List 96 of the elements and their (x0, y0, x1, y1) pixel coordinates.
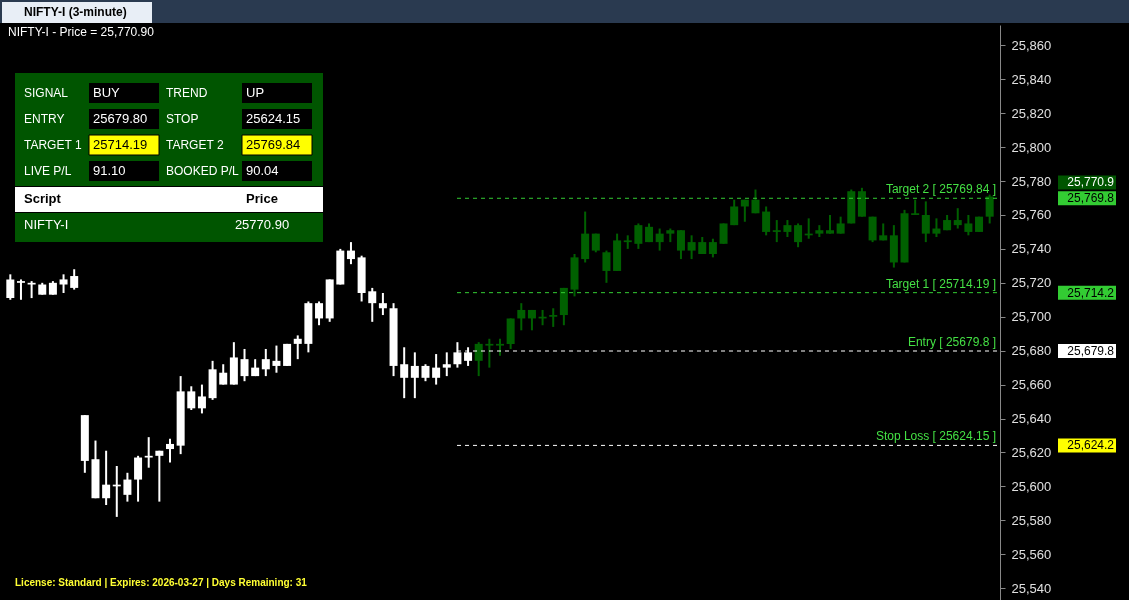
annotation: 25624.15 (246, 111, 301, 126)
y-tick-label: 25,580 (1011, 512, 1052, 528)
y-tick-label: 25,640 (1011, 411, 1052, 427)
annotation: LIVE P/L (24, 164, 72, 178)
annotation: TARGET 2 (166, 138, 224, 152)
annotation: SIGNAL (24, 86, 69, 100)
text: 25,769.8 (1067, 191, 1115, 206)
candlestick (687, 234, 696, 261)
candlestick (315, 300, 324, 327)
candlestick (932, 217, 941, 239)
y-tick-label: 25,680 (1011, 343, 1052, 359)
text: 25,624.2 (1067, 438, 1115, 453)
y-tick-label: 25,780 (1011, 173, 1052, 189)
candlestick (6, 273, 15, 301)
candlestick (368, 286, 377, 323)
candlestick (634, 222, 643, 250)
candlestick (921, 200, 930, 244)
annotation: BOOKED P/L (166, 164, 240, 178)
candlestick (187, 385, 196, 412)
candlestick (155, 449, 164, 503)
annotation: UP (246, 85, 265, 100)
text: 25,679.8 (1067, 344, 1115, 358)
candlestick (868, 215, 877, 244)
candlestick (676, 229, 685, 261)
y-tick-label: 25,600 (1011, 478, 1052, 494)
text: 25,770.9 (1067, 175, 1115, 190)
candlestick (166, 437, 174, 464)
chart-title: NIFTY-I (3-minute) (24, 5, 127, 19)
y-tick-label: 25,860 (1011, 37, 1052, 53)
candlestick (144, 436, 153, 469)
ref-line-label: Target 1 [ 25714.19 ] (885, 276, 996, 291)
y-tick-label: 25,560 (1011, 546, 1052, 562)
candlestick (102, 449, 111, 507)
y-tick-label: 25,700 (1011, 309, 1052, 325)
candlestick (272, 344, 281, 374)
annotation: Script (24, 191, 62, 206)
candlestick (293, 334, 302, 361)
annotation: 25714.19 (93, 137, 148, 152)
candlestick (16, 278, 25, 301)
annotation: 25770.90 (234, 217, 290, 232)
candlestick (549, 307, 558, 328)
candlestick (442, 351, 451, 378)
y-tick-label: 25,800 (1011, 139, 1052, 155)
candlestick (219, 363, 228, 386)
annotation: ENTRY (24, 112, 65, 126)
candlestick (719, 222, 728, 245)
candlestick (123, 471, 132, 503)
annotation: 25679.80 (93, 111, 148, 126)
candlestick (485, 337, 494, 369)
annotation: License: Standard | Expires: 2026-03-27 | Days Remaining: 31 (15, 577, 308, 588)
candlestick (378, 291, 387, 317)
candlestick (655, 227, 664, 252)
y-tick-label: 25,820 (1011, 105, 1052, 121)
candlestick (410, 351, 419, 400)
y-tick-label: 25,540 (1011, 580, 1052, 596)
annotation: STOP (166, 112, 199, 126)
candlestick (826, 213, 834, 235)
annotation: Price (246, 191, 278, 206)
annotation: 91.10 (93, 163, 126, 178)
candlestick (985, 193, 994, 225)
ref-line-label: Entry [ 25679.8 ] (907, 335, 996, 349)
ref-line-label: Target 2 [ 25769.84 ] (885, 182, 996, 197)
candlestick (59, 273, 68, 294)
candlestick (400, 346, 409, 400)
y-tick-label: 25,660 (1011, 377, 1052, 393)
candlestick (432, 353, 441, 386)
y-tick-label: 25,840 (1011, 71, 1052, 87)
candlestick (261, 347, 270, 378)
annotation: 90.04 (246, 163, 279, 178)
candlestick (602, 249, 611, 284)
y-tick-label: 25,720 (1011, 275, 1052, 291)
annotation: BUY (93, 85, 121, 100)
candlestick (517, 302, 526, 332)
y-tick-label: 25,740 (1011, 241, 1052, 257)
annotation: 25769.84 (246, 137, 301, 152)
candlestick (197, 383, 206, 415)
y-tick-label: 25,620 (1011, 444, 1052, 460)
candlestick (772, 219, 781, 244)
candlestick (70, 268, 79, 291)
candlestick (730, 198, 739, 227)
annotation: NIFTY-I (24, 217, 69, 232)
annotation: TREND (166, 86, 208, 100)
candlestick (346, 241, 355, 266)
candlestick (240, 347, 249, 383)
candlestick (762, 205, 771, 237)
candlestick (964, 213, 973, 237)
candlestick (794, 222, 803, 249)
candlestick (134, 454, 143, 503)
candlestick (953, 207, 962, 230)
ref-line-label: Stop Loss [ 25624.15 ] (875, 429, 996, 444)
candlestick (708, 237, 717, 259)
text: 25,714.2 (1067, 285, 1115, 300)
annotation: TARGET 1 (24, 138, 82, 152)
y-tick-label: 25,760 (1011, 207, 1052, 223)
candlestick (474, 341, 483, 378)
chart-subtitle: NIFTY-I - Price = 25,770.90 (8, 25, 155, 39)
